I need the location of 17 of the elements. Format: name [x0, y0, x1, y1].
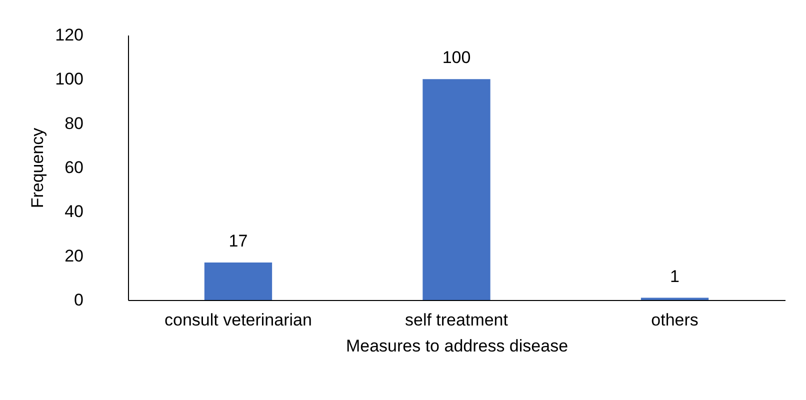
x-axis-title: Measures to address disease: [346, 336, 568, 356]
x-tick-label: others: [651, 310, 698, 330]
data-label: 17: [228, 231, 248, 250]
bar: [422, 79, 490, 300]
y-tick-label: 20: [64, 246, 84, 266]
y-tick-label: 100: [55, 70, 84, 89]
x-tick-label: self treatment: [405, 310, 508, 330]
y-tick-label: 40: [64, 202, 84, 222]
y-tick-label: 0: [74, 290, 84, 310]
x-tick-label: consult veterinarian: [164, 310, 312, 330]
data-label: 100: [442, 48, 471, 68]
data-label: 1: [670, 266, 680, 286]
y-tick-label: 80: [64, 114, 84, 133]
y-tick-label: 120: [55, 26, 84, 44]
bar: [204, 262, 272, 300]
y-axis-title: Frequency: [28, 127, 48, 208]
y-tick-label: 60: [64, 158, 84, 177]
